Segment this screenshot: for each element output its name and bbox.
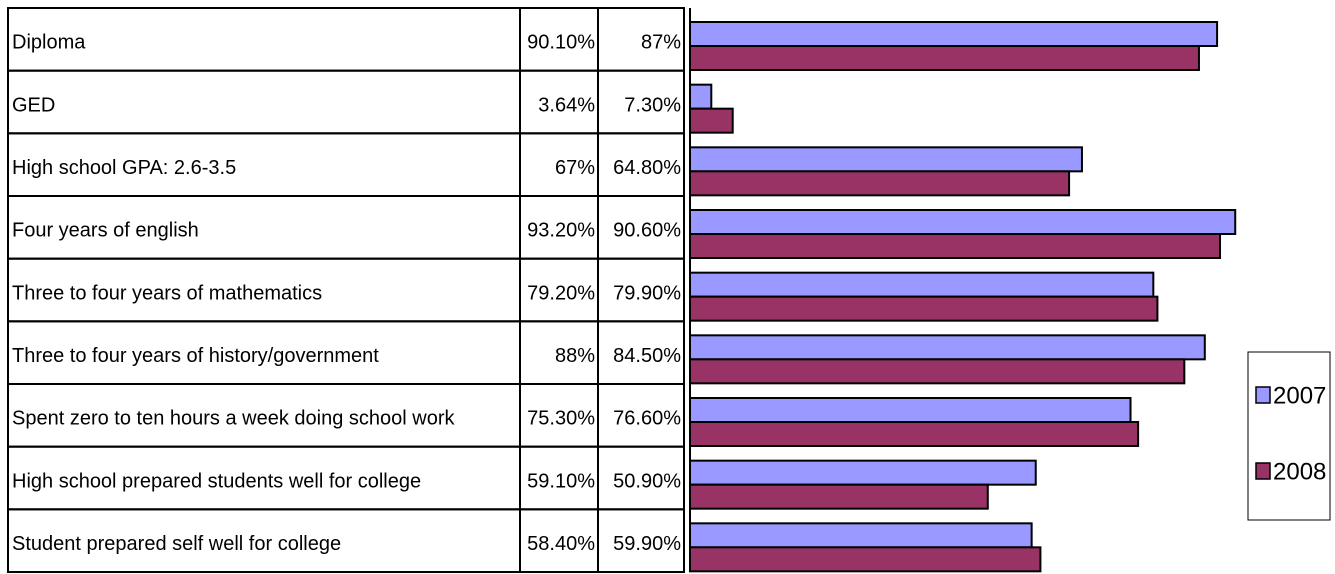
legend-label: 2008 (1273, 458, 1326, 485)
bar (689, 107, 734, 134)
legend-label: 2007 (1273, 382, 1326, 409)
bar (689, 334, 1206, 361)
legend-box (1247, 351, 1331, 521)
bar (689, 358, 1186, 385)
value-label: 76.60% (613, 408, 681, 430)
bar (689, 522, 1033, 549)
category-label: Spent zero to ten hours a week doing sch… (12, 408, 455, 430)
bar (689, 483, 989, 510)
value-label: 64.80% (613, 157, 681, 179)
value-label: 90.10% (527, 32, 595, 54)
category-label: Diploma (12, 32, 86, 54)
value-label: 3.64% (538, 94, 595, 116)
value-label: 75.30% (527, 408, 595, 430)
bar (689, 546, 1042, 573)
bar (689, 421, 1140, 447)
bar (689, 459, 1037, 486)
category-label: High school prepared students well for c… (12, 470, 421, 492)
table-cell (597, 508, 685, 574)
bar (689, 397, 1132, 423)
value-label: 50.90% (613, 470, 681, 492)
bar (689, 209, 1237, 235)
value-label: 79.20% (527, 282, 595, 304)
category-label: High school GPA: 2.6-3.5 (12, 157, 236, 179)
value-label: 90.60% (613, 220, 681, 242)
value-label: 84.50% (613, 345, 681, 367)
bar (689, 170, 1071, 197)
bar (689, 146, 1083, 173)
table-cell (7, 69, 521, 135)
legend-swatch (1255, 462, 1271, 480)
legend-swatch (1255, 386, 1271, 404)
value-label: 59.10% (527, 470, 595, 492)
bar (689, 233, 1222, 259)
category-label: Three to four years of history/governmen… (12, 345, 379, 367)
category-label: Three to four years of mathematics (12, 282, 322, 304)
category-label: Four years of english (12, 220, 199, 242)
bar (689, 45, 1200, 71)
bar (689, 271, 1155, 298)
value-label: 87% (641, 32, 681, 54)
value-label: 58.40% (527, 533, 595, 555)
category-label: GED (12, 94, 55, 116)
value-label: 7.30% (624, 94, 681, 116)
value-label: 67% (555, 157, 595, 179)
value-label: 93.20% (527, 220, 595, 242)
value-label: 88% (555, 345, 595, 367)
bar (689, 295, 1159, 322)
value-label: 59.90% (613, 533, 681, 555)
value-label: 79.90% (613, 282, 681, 304)
category-label: Student prepared self well for college (12, 533, 341, 555)
bar (689, 83, 713, 110)
bar (689, 21, 1219, 47)
